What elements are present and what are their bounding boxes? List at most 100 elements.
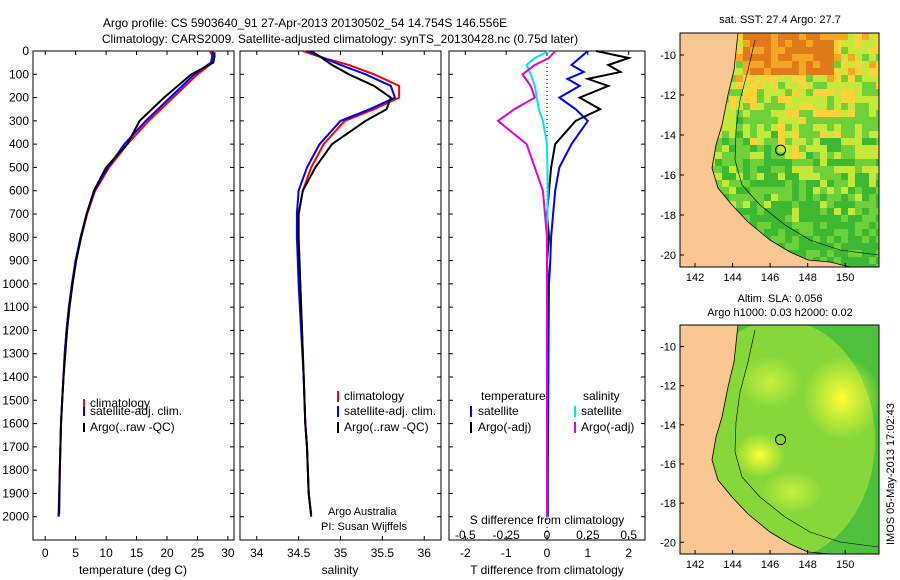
sst-cell: [869, 173, 876, 180]
sst-cell: [862, 180, 869, 187]
sst-cell: [785, 61, 792, 68]
y-tick-label: 2000: [2, 510, 29, 524]
sst-cell: [827, 201, 834, 208]
sst-cell: [876, 138, 879, 145]
sst-cell: [813, 166, 820, 173]
sst-cell: [834, 47, 841, 54]
legend-climatology: climatology: [344, 389, 404, 403]
sst-cell: [750, 145, 757, 152]
sst-cell: [743, 89, 750, 96]
sst-cell: [841, 187, 848, 194]
sst-cell: [715, 166, 722, 173]
sst-cell: [806, 110, 813, 117]
sst-cell: [876, 40, 879, 47]
sst-cell: [792, 152, 799, 159]
sst-cell: [771, 82, 778, 89]
sst-cell: [757, 40, 764, 47]
sst-cell: [771, 131, 778, 138]
sst-cell: [813, 180, 820, 187]
sst-cell: [771, 47, 778, 54]
sst-cell: [806, 47, 813, 54]
sst-cell: [869, 89, 876, 96]
sst-cell: [729, 96, 736, 103]
sst-cell: [834, 110, 841, 117]
sst-cell: [855, 96, 862, 103]
sst-cell: [792, 187, 799, 194]
sst-cell: [820, 243, 827, 250]
sst-cell: [862, 222, 869, 229]
y-tick-label: 1700: [2, 440, 29, 454]
sst-cell: [827, 236, 834, 243]
sst-cell: [750, 40, 757, 47]
sst-cell: [848, 194, 855, 201]
sst-cell: [855, 68, 862, 75]
sst-cell: [778, 173, 785, 180]
sst-cell: [778, 54, 785, 61]
sst-cell: [841, 208, 848, 215]
sst-cell: [771, 110, 778, 117]
sst-cell: [834, 145, 841, 152]
header-line1: Argo profile: CS 5903640_91 27-Apr-2013 …: [103, 16, 507, 30]
sst-cell: [785, 236, 792, 243]
sst-cell: [820, 82, 827, 89]
sst-cell: [813, 187, 820, 194]
sst-cell: [827, 173, 834, 180]
sst-cell: [813, 110, 820, 117]
sst-cell: [757, 166, 764, 173]
lat-tick-label: -12: [660, 90, 676, 102]
y-tick-label: 800: [9, 230, 29, 244]
sst-cell: [792, 124, 799, 131]
x-tick-label: 15: [130, 546, 144, 560]
sst-cell: [806, 75, 813, 82]
sst-cell: [820, 250, 827, 257]
sst-cell: [799, 250, 806, 257]
sst-cell: [792, 215, 799, 222]
sst-cell: [729, 89, 736, 96]
sst-cell: [862, 96, 869, 103]
sst-cell: [862, 54, 869, 61]
sst-cell: [785, 124, 792, 131]
sst-cell: [750, 68, 757, 75]
sst-cell: [827, 68, 834, 75]
sst-cell: [757, 54, 764, 61]
sst-cell: [778, 96, 785, 103]
sst-cell: [876, 215, 879, 222]
sst-cell: [757, 103, 764, 110]
sst-cell: [771, 194, 778, 201]
sst-cell: [820, 215, 827, 222]
sst-cell: [792, 138, 799, 145]
sst-cell: [869, 264, 876, 267]
legend-s-satellite: satellite: [581, 404, 622, 418]
sst-cell: [743, 75, 750, 82]
sst-cell: [862, 117, 869, 124]
sst-cell: [799, 173, 806, 180]
sst-cell: [764, 124, 771, 131]
y-tick-label: 500: [9, 160, 29, 174]
sst-cell: [806, 89, 813, 96]
sst-cell: [778, 124, 785, 131]
sst-cell: [757, 145, 764, 152]
sst-cell: [848, 124, 855, 131]
sst-cell: [799, 124, 806, 131]
sst-cell: [876, 68, 879, 75]
sst-cell: [848, 152, 855, 159]
sst-cell: [792, 47, 799, 54]
sst-cell: [848, 68, 855, 75]
sst-cell: [771, 124, 778, 131]
sst-cell: [841, 61, 848, 68]
sst-cell: [820, 166, 827, 173]
sst-cell: [792, 33, 799, 40]
sst-cell: [827, 40, 834, 47]
x-tick-label: 34.5: [287, 546, 311, 560]
sst-cell: [869, 229, 876, 236]
sst-cell: [743, 166, 750, 173]
top-tick-label: 0.5: [620, 528, 637, 542]
sst-cell: [841, 180, 848, 187]
sst-cell: [729, 201, 736, 208]
sst-cell: [799, 236, 806, 243]
sst-cell: [792, 236, 799, 243]
sst-cell: [834, 215, 841, 222]
sst-cell: [736, 201, 743, 208]
sst-cell: [869, 201, 876, 208]
sst-cell: [862, 257, 869, 264]
